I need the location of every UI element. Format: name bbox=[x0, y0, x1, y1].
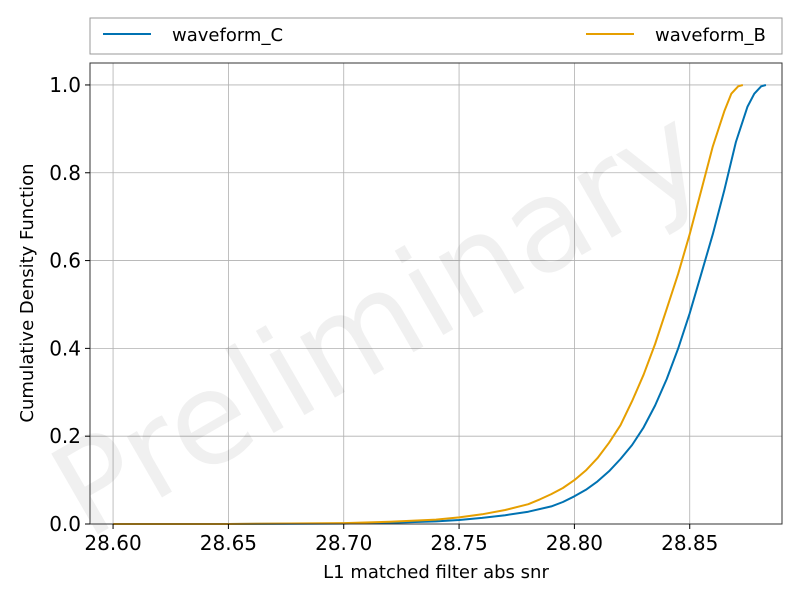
x-axis-label: L1 matched filter abs snr bbox=[323, 562, 549, 583]
x-tick-label: 28.60 bbox=[84, 531, 141, 555]
y-tick-label: 0.8 bbox=[49, 161, 81, 185]
series-layer bbox=[113, 84, 767, 525]
series-line-waveform-c bbox=[113, 84, 767, 525]
x-tick-label: 28.65 bbox=[200, 531, 257, 555]
legend-label-waveform-b: waveform_B bbox=[655, 25, 766, 46]
grid bbox=[90, 63, 782, 525]
x-axis-ticks: 28.60 28.65 28.70 28.75 28.80 28.85 bbox=[84, 524, 718, 555]
x-tick-label: 28.85 bbox=[661, 531, 718, 555]
x-tick-label: 28.80 bbox=[546, 531, 603, 555]
legend-frame bbox=[89, 17, 783, 55]
x-tick-label: 28.70 bbox=[315, 531, 372, 555]
plot-frame bbox=[89, 62, 783, 525]
y-tick-label: 0.4 bbox=[49, 336, 81, 360]
y-tick-label: 1.0 bbox=[49, 73, 81, 97]
y-tick-label: 0.6 bbox=[49, 249, 81, 273]
y-axis-label: Cumulative Density Function bbox=[17, 163, 38, 422]
legend: waveform_C waveform_B bbox=[89, 17, 783, 55]
legend-label-waveform-c: waveform_C bbox=[172, 25, 283, 46]
y-axis-ticks: 0.0 0.2 0.4 0.6 0.8 1.0 bbox=[49, 73, 90, 536]
series-line-waveform-b bbox=[113, 84, 744, 525]
y-tick-label: 0.0 bbox=[49, 512, 81, 536]
x-tick-label: 28.75 bbox=[430, 531, 487, 555]
y-tick-label: 0.2 bbox=[49, 424, 81, 448]
